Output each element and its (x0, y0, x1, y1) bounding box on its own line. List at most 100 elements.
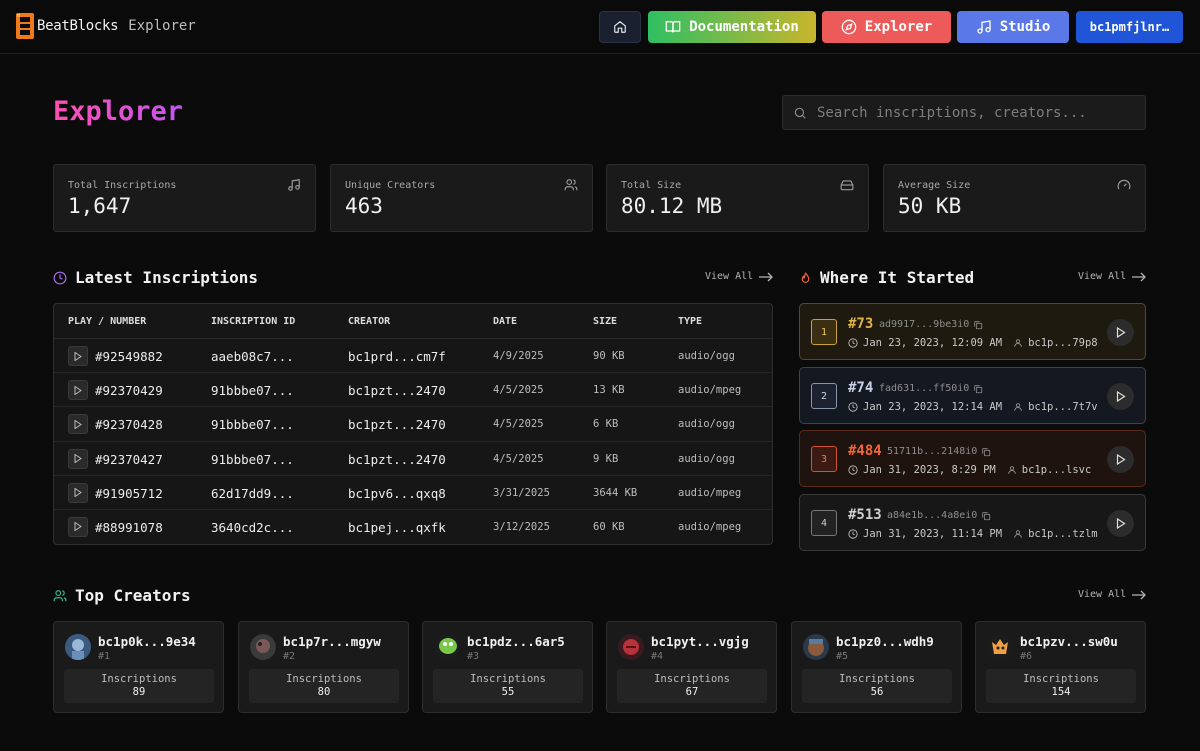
inscriptions-count: 80 (317, 686, 331, 698)
play-button[interactable] (1107, 383, 1134, 410)
inscription-id[interactable]: 62d17dd9... (211, 485, 294, 501)
inscriptions-count: 154 (1051, 686, 1071, 698)
inscription-number[interactable]: #92370427 (95, 451, 163, 467)
latest-title: Latest Inscriptions (75, 268, 259, 287)
play-button[interactable] (68, 482, 88, 503)
play-button[interactable] (1107, 319, 1134, 346)
copy-icon[interactable] (981, 447, 991, 457)
creator-address[interactable]: bc1p...lsvc (1021, 464, 1092, 476)
inscription-number[interactable]: #91905712 (95, 485, 163, 501)
clock-icon (53, 271, 67, 284)
inscription-id[interactable]: fad631...ff50i0 (879, 383, 983, 394)
creator-address[interactable]: bc1p...79p8 (1028, 337, 1098, 349)
top-creators-heading: Top Creators (53, 586, 191, 605)
inscriptions-count-box: Inscriptions 55 (433, 669, 583, 703)
inscriptions-count-box: Inscriptions 80 (249, 669, 399, 703)
studio-button[interactable]: Studio (957, 11, 1069, 43)
search-input[interactable] (817, 104, 1137, 121)
table-header: PLAY / NUMBER INSCRIPTION ID CREATOR DAT… (54, 304, 772, 339)
creator-address[interactable]: bc1pzt...2470 (348, 417, 446, 433)
play-button[interactable] (1107, 446, 1134, 473)
table-row[interactable]: #92370429 91bbbe07... bc1pzt...2470 4/5/… (54, 373, 772, 408)
inscription-number[interactable]: #484 (848, 443, 882, 459)
inscription-number[interactable]: #92370429 (95, 383, 163, 399)
inscription-id[interactable]: 91bbbe07... (211, 417, 294, 433)
copy-icon[interactable] (981, 511, 991, 521)
table-row[interactable]: #92370428 91bbbe07... bc1pzt...2470 4/5/… (54, 407, 772, 442)
inscriptions-count-box: Inscriptions 154 (986, 669, 1136, 703)
table-row[interactable]: #92549882 aaeb08c7... bc1prd...cm7f 4/9/… (54, 339, 772, 374)
play-button[interactable] (68, 380, 88, 401)
avatar (618, 634, 644, 660)
inscription-type: audio/ogg (678, 452, 735, 465)
creator-address[interactable]: bc1prd...cm7f (348, 349, 446, 364)
creator-address[interactable]: bc1p...tzlm (1028, 528, 1098, 540)
inscriptions-label: Inscriptions (1023, 673, 1099, 685)
inscription-number[interactable]: #513 (848, 507, 882, 523)
creator-address[interactable]: bc1pv6...qxq8 (348, 485, 446, 501)
creator-address[interactable]: bc1pzt...2470 (348, 451, 446, 467)
table-row[interactable]: #92370427 91bbbe07... bc1pzt...2470 4/5/… (54, 442, 772, 476)
inscription-number[interactable]: #74 (848, 380, 874, 396)
home-button[interactable] (599, 11, 641, 43)
copy-icon[interactable] (973, 384, 983, 394)
play-button[interactable] (68, 346, 88, 366)
creator-address[interactable]: bc1pdz...6ar5 (467, 634, 565, 649)
creator-card[interactable]: bc1pz0...wdh9 #5 Inscriptions 56 (791, 621, 962, 713)
creator-address[interactable]: bc1p7r...mgyw (283, 634, 381, 649)
where-it-started-title: Where It Started (820, 268, 975, 287)
explorer-button[interactable]: Explorer (822, 11, 951, 43)
creators-view-all-link[interactable]: View All (1078, 589, 1147, 600)
creator-card[interactable]: bc1p7r...mgyw #2 Inscriptions 80 (238, 621, 409, 713)
inscription-id[interactable]: 91bbbe07... (211, 383, 294, 399)
wallet-button[interactable]: bc1pmfjlnr… (1076, 11, 1183, 43)
creator-address[interactable]: bc1pej...qxfk (348, 519, 446, 535)
creator-card[interactable]: bc1p0k...9e34 #1 Inscriptions 89 (53, 621, 224, 713)
creator-card[interactable]: bc1pyt...vgjg #4 Inscriptions 67 (606, 621, 777, 713)
play-button[interactable] (68, 516, 88, 537)
creator-address[interactable]: bc1p...7t7v (1028, 401, 1098, 413)
documentation-button[interactable]: Documentation (648, 11, 816, 43)
creator-address[interactable]: bc1p0k...9e34 (98, 634, 196, 649)
creator-address[interactable]: bc1pyt...vgjg (651, 634, 749, 649)
inscriptions-count: 55 (501, 686, 515, 698)
inscription-id-text: 51711b...2148i0 (887, 446, 978, 457)
inscription-id[interactable]: 91bbbe07... (211, 451, 294, 467)
table-row[interactable]: #88991078 3640cd2c... bc1pej...qxfk 3/12… (54, 510, 772, 544)
inscription-id[interactable]: 51711b...2148i0 (887, 446, 991, 457)
table-row[interactable]: #91905712 62d17dd9... bc1pv6...qxq8 3/31… (54, 476, 772, 510)
copy-icon[interactable] (973, 320, 983, 330)
inscription-id[interactable]: ad9917...9be3i0 (879, 319, 983, 330)
origin-inscription-card[interactable]: 1 #73 ad9917...9be3i0 Jan 23, 2023, 12:0… (799, 303, 1146, 360)
inscription-number[interactable]: #73 (848, 316, 874, 332)
inscription-id[interactable]: aaeb08c7... (211, 349, 294, 364)
inscription-id-text: fad631...ff50i0 (879, 383, 970, 394)
user-icon (1014, 403, 1022, 411)
play-button[interactable] (68, 448, 88, 469)
inscription-number[interactable]: #92370428 (95, 417, 163, 433)
rank-badge: 1 (811, 319, 837, 345)
stat-label: Total Inscriptions (68, 180, 177, 191)
creator-card[interactable]: bc1pzv...sw0u #6 Inscriptions 154 (975, 621, 1146, 713)
view-all-label: View All (1078, 271, 1127, 282)
origin-inscription-card[interactable]: 2 #74 fad631...ff50i0 Jan 23, 2023, 12:1… (799, 367, 1146, 424)
creator-address[interactable]: bc1pzt...2470 (348, 383, 446, 399)
inscription-id[interactable]: 3640cd2c... (211, 519, 294, 535)
latest-inscriptions-table: PLAY / NUMBER INSCRIPTION ID CREATOR DAT… (53, 303, 773, 545)
inscription-number[interactable]: #92549882 (95, 349, 163, 364)
inscription-number[interactable]: #88991078 (95, 519, 163, 535)
latest-view-all-link[interactable]: View All (705, 271, 774, 282)
creator-address[interactable]: bc1pzv...sw0u (1020, 634, 1118, 649)
origin-inscription-card[interactable]: 3 #484 51711b...2148i0 Jan 31, 2023, 8:2… (799, 430, 1146, 487)
inscription-date: Jan 31, 2023, 8:29 PM (863, 464, 996, 476)
play-button[interactable] (1107, 510, 1134, 537)
creator-address[interactable]: bc1pz0...wdh9 (836, 634, 934, 649)
origin-inscription-card[interactable]: 4 #513 a84e1b...4a8ei0 Jan 31, 2023, 11:… (799, 494, 1146, 551)
search-bar[interactable] (782, 95, 1146, 130)
creator-card[interactable]: bc1pdz...6ar5 #3 Inscriptions 55 (422, 621, 593, 713)
stat-value: 463 (345, 194, 383, 218)
logo[interactable]: BeatBlocks Explorer (16, 13, 196, 39)
play-button[interactable] (68, 414, 88, 435)
inscription-id[interactable]: a84e1b...4a8ei0 (887, 510, 991, 521)
started-view-all-link[interactable]: View All (1078, 271, 1147, 282)
